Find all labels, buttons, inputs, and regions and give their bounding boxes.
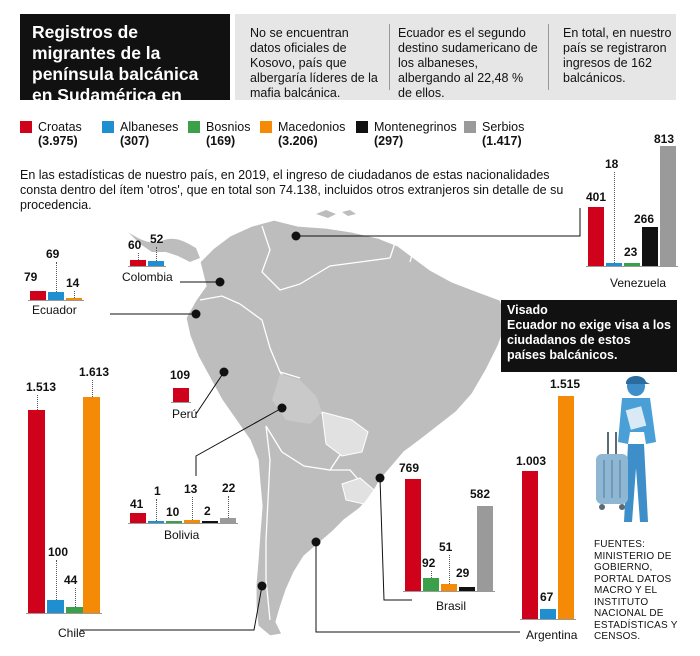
visado-title: Visado bbox=[507, 303, 548, 317]
legend-item-macedonios: Macedonios (3.206) bbox=[278, 120, 346, 148]
info-band bbox=[235, 14, 676, 100]
suitcase-stripes bbox=[603, 460, 621, 498]
description: En las estadísticas de nuestro país, en … bbox=[20, 168, 564, 212]
info-divider bbox=[389, 24, 390, 90]
info-total: En total, en nuestro país se registraron… bbox=[563, 26, 672, 85]
leader-chile bbox=[80, 585, 263, 631]
dot-argentina bbox=[311, 537, 321, 547]
visado-box: Visado Ecuador no exige visa a los ciuda… bbox=[501, 300, 677, 372]
legend-swatch-croatas bbox=[20, 121, 32, 133]
legend-swatch-montenegrinos bbox=[356, 121, 368, 133]
traveler-legs bbox=[624, 444, 648, 522]
border-colombia-ecuador bbox=[199, 295, 241, 305]
sources-note: FUENTES: MINISTERIO DE GOBIERNO, PORTAL … bbox=[594, 539, 678, 642]
caribbean-islands bbox=[316, 210, 356, 218]
leader-bolivia bbox=[195, 407, 283, 476]
suitcase-handle bbox=[607, 432, 617, 456]
leader-argentina bbox=[315, 542, 520, 633]
dot-colombia bbox=[215, 277, 225, 287]
leader-lines bbox=[80, 208, 581, 633]
legend-item-albaneses: Albaneses (307) bbox=[120, 120, 179, 148]
traveler-cap bbox=[626, 376, 650, 384]
traveler-illustration bbox=[596, 376, 656, 522]
dot-chile bbox=[257, 581, 267, 591]
venezuela-box bbox=[586, 130, 680, 290]
dot-bolivia bbox=[277, 403, 287, 413]
legend-swatch-macedonios bbox=[260, 121, 272, 133]
info-divider bbox=[548, 24, 549, 90]
border-peru-brazil bbox=[239, 303, 301, 379]
legend: Croatas (3.975) Albaneses (307) Bosnios (16… bbox=[20, 118, 680, 154]
page-title: Registros de migrantes de la península b… bbox=[20, 14, 230, 126]
dot-ecuador bbox=[191, 309, 201, 319]
legend-item-croatas: Croatas (3.975) bbox=[38, 120, 82, 148]
legend-swatch-serbios bbox=[464, 121, 476, 133]
border-brazil-venezuela bbox=[299, 257, 391, 285]
leader-brasil bbox=[379, 477, 412, 601]
legend-item-montenegrinos: Montenegrinos (297) bbox=[374, 120, 457, 148]
paraguay-shape bbox=[321, 411, 369, 457]
map-dots bbox=[191, 231, 385, 591]
info-albaneses: Ecuador es el segundo destino sudamerica… bbox=[398, 26, 538, 100]
legend-swatch-albaneses bbox=[102, 121, 114, 133]
central-america-shape bbox=[128, 232, 200, 262]
dot-peru bbox=[219, 367, 229, 377]
border-guianas bbox=[389, 239, 415, 263]
uruguay-shape bbox=[341, 477, 375, 505]
traveler-document bbox=[625, 406, 647, 430]
dot-venezuela bbox=[291, 231, 301, 241]
border-chile-argentina bbox=[265, 425, 271, 621]
leader-venezuela bbox=[296, 208, 581, 237]
border-colombia-venezuela bbox=[261, 225, 301, 291]
visado-text: Ecuador no exige visa a los ciudadanos d… bbox=[507, 318, 671, 362]
legend-swatch-bosnios bbox=[188, 121, 200, 133]
legend-item-serbios: Serbios (1.417) bbox=[482, 120, 525, 148]
dot-brasil bbox=[375, 473, 385, 483]
legend-item-bosnios: Bosnios (169) bbox=[206, 120, 251, 148]
info-kosovo: No se encuentran datos oficiales de Koso… bbox=[250, 26, 378, 100]
leader-peru bbox=[195, 371, 225, 415]
